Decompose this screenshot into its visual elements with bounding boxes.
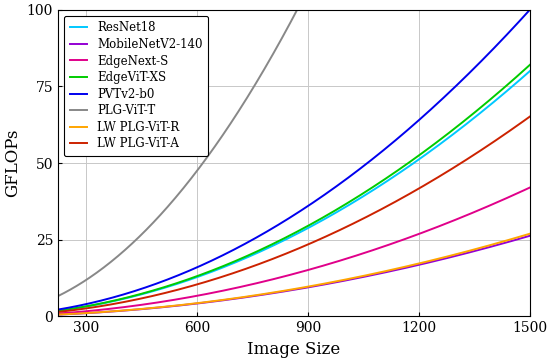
PVTv2-b0	[527, 7, 534, 12]
PVTv2-b0	[138, 287, 145, 291]
PVTv2-b0	[333, 184, 339, 189]
PLG-ViT-T	[268, 54, 275, 59]
MobileNetV2-140	[176, 303, 183, 308]
EdgeViT-XS	[370, 185, 376, 189]
EdgeNext-S	[55, 311, 61, 316]
ResNet18	[138, 292, 145, 296]
Legend: ResNet18, MobileNetV2-140, EdgeNext-S, EdgeViT-XS, PVTv2-b0, PLG-ViT-T, LW PLG-V: ResNet18, MobileNetV2-140, EdgeNext-S, E…	[64, 16, 208, 156]
MobileNetV2-140	[410, 264, 417, 268]
PVTv2-b0	[410, 123, 417, 127]
EdgeNext-S	[527, 185, 534, 190]
LW PLG-ViT-A	[527, 114, 534, 118]
LW PLG-ViT-A	[370, 211, 376, 216]
LW PLG-ViT-A	[55, 310, 61, 314]
EdgeNext-S	[410, 234, 417, 238]
PVTv2-b0	[370, 156, 376, 160]
ResNet18	[333, 210, 339, 215]
EdgeViT-XS	[176, 280, 183, 285]
MobileNetV2-140	[138, 307, 145, 311]
LW PLG-ViT-A	[268, 257, 275, 261]
EdgeViT-XS	[138, 292, 145, 296]
Line: LW PLG-ViT-R: LW PLG-ViT-R	[58, 233, 530, 315]
PLG-ViT-T	[138, 232, 145, 237]
ResNet18	[55, 309, 61, 313]
PVTv2-b0	[55, 307, 61, 312]
PVTv2-b0	[268, 227, 275, 231]
MobileNetV2-140	[527, 233, 534, 238]
EdgeNext-S	[370, 248, 376, 252]
Line: MobileNetV2-140: MobileNetV2-140	[58, 236, 530, 315]
EdgeNext-S	[333, 260, 339, 264]
LW PLG-ViT-R	[176, 303, 183, 307]
MobileNetV2-140	[333, 280, 339, 285]
LW PLG-ViT-R	[55, 312, 61, 317]
ResNet18	[370, 188, 376, 192]
Line: LW PLG-ViT-A: LW PLG-ViT-A	[58, 116, 530, 312]
LW PLG-ViT-R	[138, 307, 145, 311]
ResNet18	[176, 281, 183, 285]
EdgeViT-XS	[527, 62, 534, 67]
Line: PLG-ViT-T: PLG-ViT-T	[58, 0, 530, 296]
Line: EdgeNext-S: EdgeNext-S	[58, 188, 530, 313]
X-axis label: Image Size: Image Size	[247, 341, 341, 358]
EdgeViT-XS	[410, 157, 417, 161]
PLG-ViT-T	[176, 191, 183, 195]
ResNet18	[268, 244, 275, 248]
EdgeNext-S	[138, 303, 145, 307]
EdgeNext-S	[176, 297, 183, 301]
PVTv2-b0	[176, 273, 183, 277]
ResNet18	[527, 68, 534, 73]
LW PLG-ViT-R	[410, 262, 417, 267]
EdgeNext-S	[268, 277, 275, 282]
LW PLG-ViT-A	[176, 287, 183, 291]
LW PLG-ViT-R	[268, 291, 275, 295]
MobileNetV2-140	[268, 291, 275, 295]
LW PLG-ViT-R	[370, 272, 376, 276]
LW PLG-ViT-A	[410, 189, 417, 194]
ResNet18	[410, 161, 417, 165]
LW PLG-ViT-A	[333, 230, 339, 234]
LW PLG-ViT-R	[527, 231, 534, 236]
EdgeViT-XS	[268, 242, 275, 247]
LW PLG-ViT-A	[138, 296, 145, 300]
MobileNetV2-140	[55, 312, 61, 317]
MobileNetV2-140	[370, 273, 376, 277]
Line: PVTv2-b0: PVTv2-b0	[58, 9, 530, 310]
PLG-ViT-T	[55, 294, 61, 298]
Line: ResNet18: ResNet18	[58, 71, 530, 311]
Y-axis label: GFLOPs: GFLOPs	[4, 129, 21, 197]
EdgeViT-XS	[55, 309, 61, 313]
EdgeViT-XS	[333, 207, 339, 212]
Line: EdgeViT-XS: EdgeViT-XS	[58, 64, 530, 311]
LW PLG-ViT-R	[333, 279, 339, 283]
